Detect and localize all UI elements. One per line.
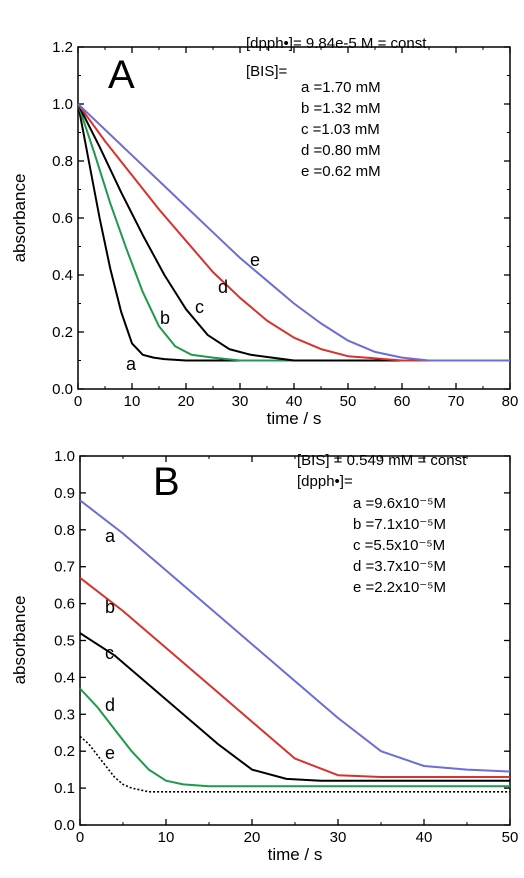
panel-label: B [153,460,180,504]
x-tick-label: 10 [158,829,175,846]
y-tick-label: 0.6 [54,596,75,613]
series-line-a [79,499,511,773]
curve-label-a: a [105,526,116,546]
x-axis-label: time / s [268,845,323,864]
y-tick-label: 0.4 [54,669,75,686]
y-tick-label: 0.1 [54,780,75,797]
y-tick-label: 0.8 [54,522,75,539]
annotation-line: b =7.1x10⁻⁵M [353,516,446,533]
annotation-line: c =5.5x10⁻⁵M [353,537,445,554]
curve-label-d: d [105,695,115,715]
annotation-line: d =0.80 mM [301,142,381,159]
y-tick-label: 0.2 [52,324,73,341]
series-line-d [77,103,510,362]
curve-label-c: c [195,297,204,317]
x-tick-label: 30 [232,393,249,410]
series-line-b [79,577,510,778]
curve-label-d: d [218,277,228,297]
x-tick-label: 40 [286,393,303,410]
x-tick-label: 50 [340,393,357,410]
x-tick-label: 0 [74,393,82,410]
y-tick-label: 0.5 [54,633,75,650]
x-tick-label: 20 [244,829,261,846]
series-line-a [77,103,510,362]
curve-label-e: e [105,743,115,763]
series-line-e [77,103,510,362]
y-tick-label: 0.3 [54,706,75,723]
x-tick-label: 30 [330,829,347,846]
y-tick-label: 0.7 [54,559,75,576]
y-axis-label: absorbance [10,596,29,685]
y-tick-label: 1.2 [52,39,73,56]
y-tick-label: 0.4 [52,267,73,284]
x-tick-label: 80 [502,393,519,410]
curve-label-b: b [105,597,115,617]
y-tick-label: 0.9 [54,485,75,502]
curve-label-a: a [126,354,137,374]
annotation-line: e =0.62 mM [301,163,381,180]
x-tick-label: 40 [416,829,433,846]
series-line-e [79,735,510,793]
annotation-line: e =2.2x10⁻⁵M [353,579,446,596]
x-tick-label: 10 [124,393,141,410]
x-tick-label: 70 [448,393,465,410]
y-axis-label: absorbance [10,174,29,263]
y-tick-label: 0.0 [52,381,73,398]
annotation-line: [dpph•]= [297,473,353,490]
y-tick-label: 0.6 [52,210,73,227]
annotation-line: a =1.70 mM [301,79,381,96]
x-axis-label: time / s [267,409,322,428]
annotation-line: d =3.7x10⁻⁵M [353,558,446,575]
series-line-b [77,103,510,362]
annotation-line: [BIS]= [246,63,288,80]
y-tick-label: 1.0 [54,448,75,465]
series-line-d [79,687,510,788]
annotation-line: b =1.32 mM [301,100,381,117]
x-tick-label: 60 [394,393,411,410]
series-line-c [77,103,510,362]
curve-label-b: b [160,308,170,328]
annotation-line: a =9.6x10⁻⁵M [353,495,446,512]
y-tick-label: 0.8 [52,153,73,170]
x-tick-label: 50 [502,829,519,846]
annotation-line: [dpph•]= 9.84e-5 M = const [246,35,427,52]
panel-label: A [108,53,135,97]
chart-panel-b: 0 10 20 30 40 50 0.0 0.1 0.2 0.3 0.4 0.5 0.6 0.7 0.8 0.… [10,448,518,864]
y-tick-label: 0.2 [54,743,75,760]
series-line-c [79,632,510,782]
x-tick-label: 0 [76,829,84,846]
y-tick-label: 0.0 [54,817,75,834]
x-tick-label: 20 [178,393,195,410]
curve-label-e: e [250,250,260,270]
y-tick-label: 1.0 [52,96,73,113]
annotation-line: c =1.03 mM [301,121,380,138]
chart-panel-a: 0 10 20 30 40 50 60 70 80 0.0 0.2 0.4 0.6 0.8 1.0 1.2 ti… [10,35,518,428]
annotation-line: [BIS] = 0.549 mM = const [297,452,467,469]
curve-label-c: c [105,643,114,663]
